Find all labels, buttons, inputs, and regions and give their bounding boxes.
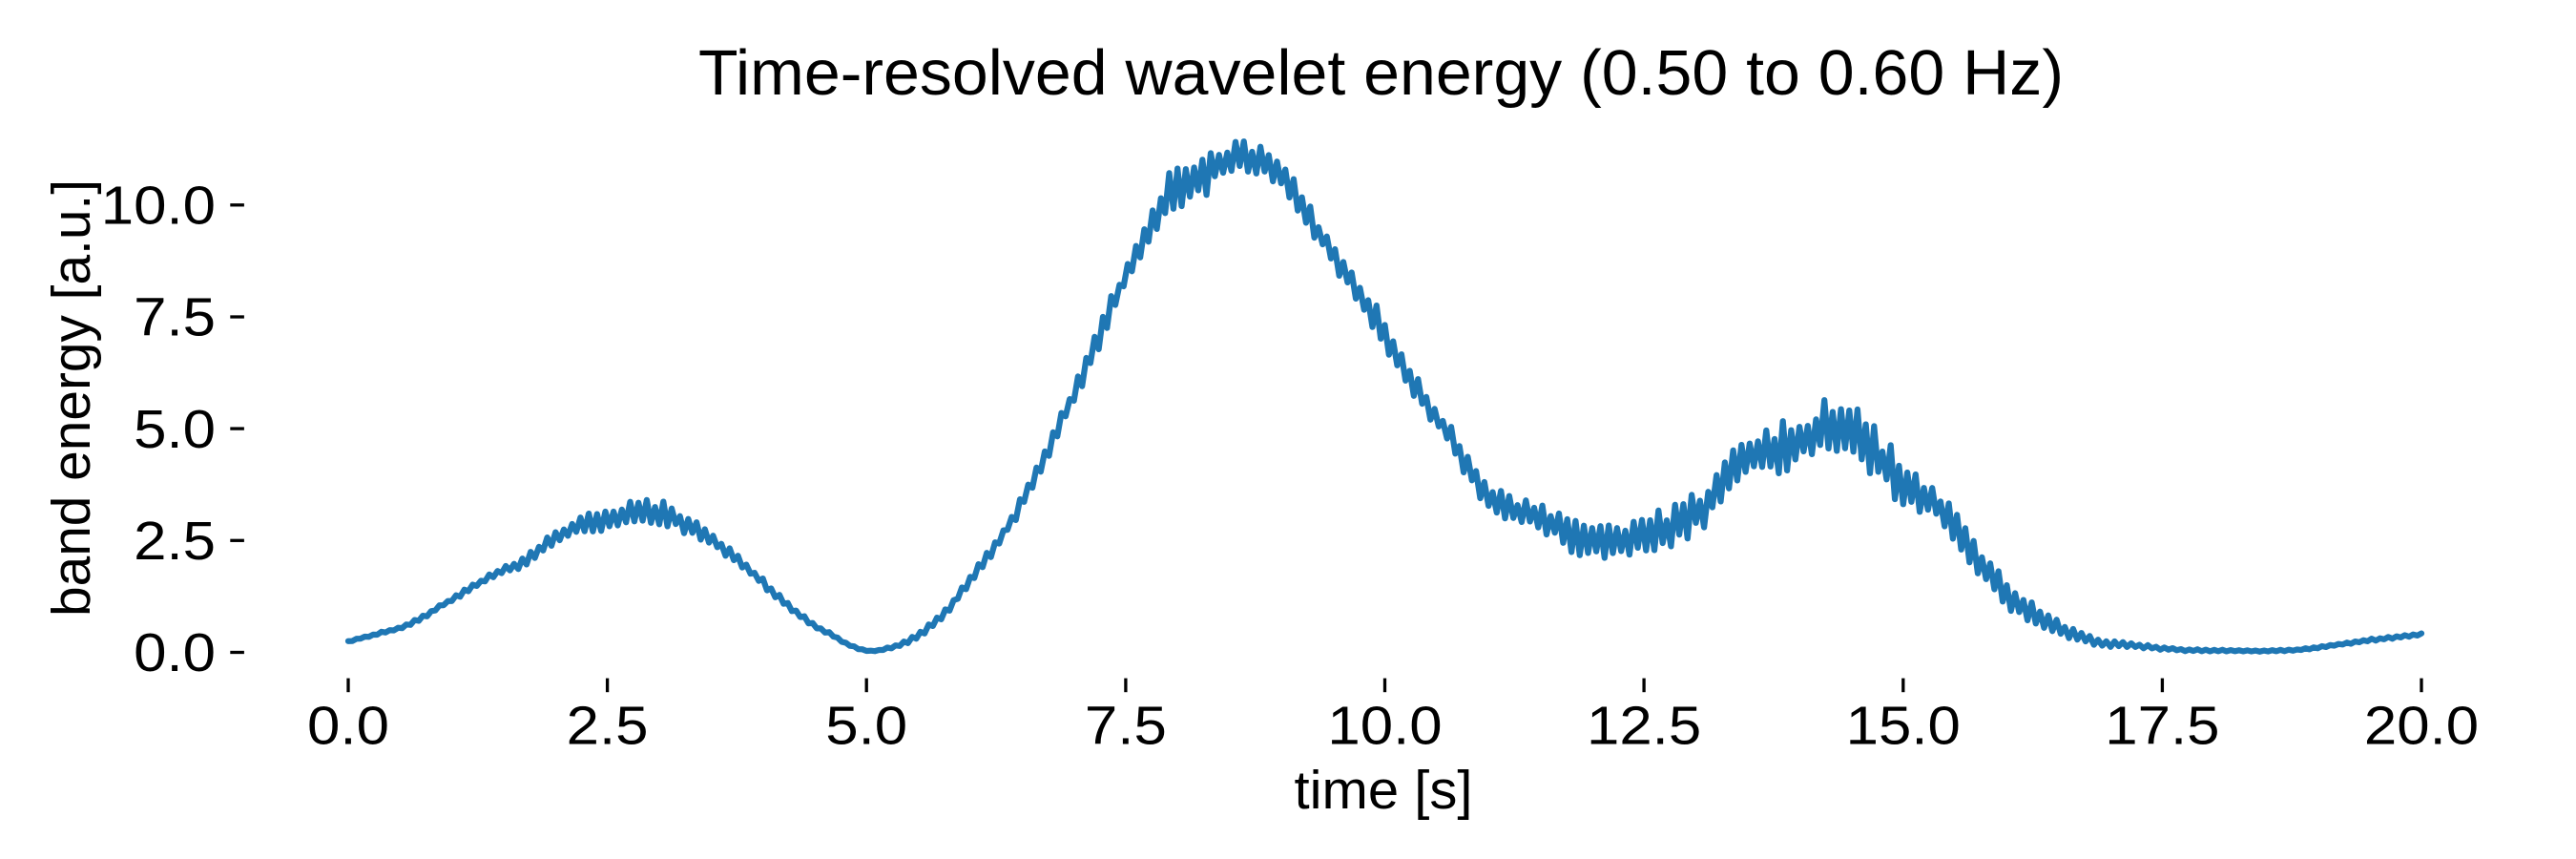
svg-text:20.0: 20.0 bbox=[2364, 696, 2479, 757]
svg-text:5.0: 5.0 bbox=[134, 399, 216, 460]
svg-text:7.5: 7.5 bbox=[134, 287, 216, 348]
svg-text:7.5: 7.5 bbox=[1085, 696, 1167, 757]
svg-text:10.0: 10.0 bbox=[1327, 696, 1442, 757]
svg-text:17.5: 17.5 bbox=[2105, 696, 2219, 757]
svg-text:0.0: 0.0 bbox=[307, 696, 389, 757]
svg-text:2.5: 2.5 bbox=[134, 511, 216, 572]
svg-text:15.0: 15.0 bbox=[1846, 696, 1961, 757]
svg-text:band energy [a.u.]: band energy [a.u.] bbox=[41, 179, 102, 617]
svg-text:time [s]: time [s] bbox=[1295, 760, 1473, 821]
svg-text:10.0: 10.0 bbox=[101, 176, 216, 237]
svg-text:12.5: 12.5 bbox=[1587, 696, 1701, 757]
svg-text:5.0: 5.0 bbox=[825, 696, 907, 757]
svg-text:0.0: 0.0 bbox=[134, 622, 216, 683]
svg-text:2.5: 2.5 bbox=[567, 696, 649, 757]
svg-text:Time-resolved wavelet energy (: Time-resolved wavelet energy (0.50 to 0.… bbox=[698, 37, 2064, 109]
